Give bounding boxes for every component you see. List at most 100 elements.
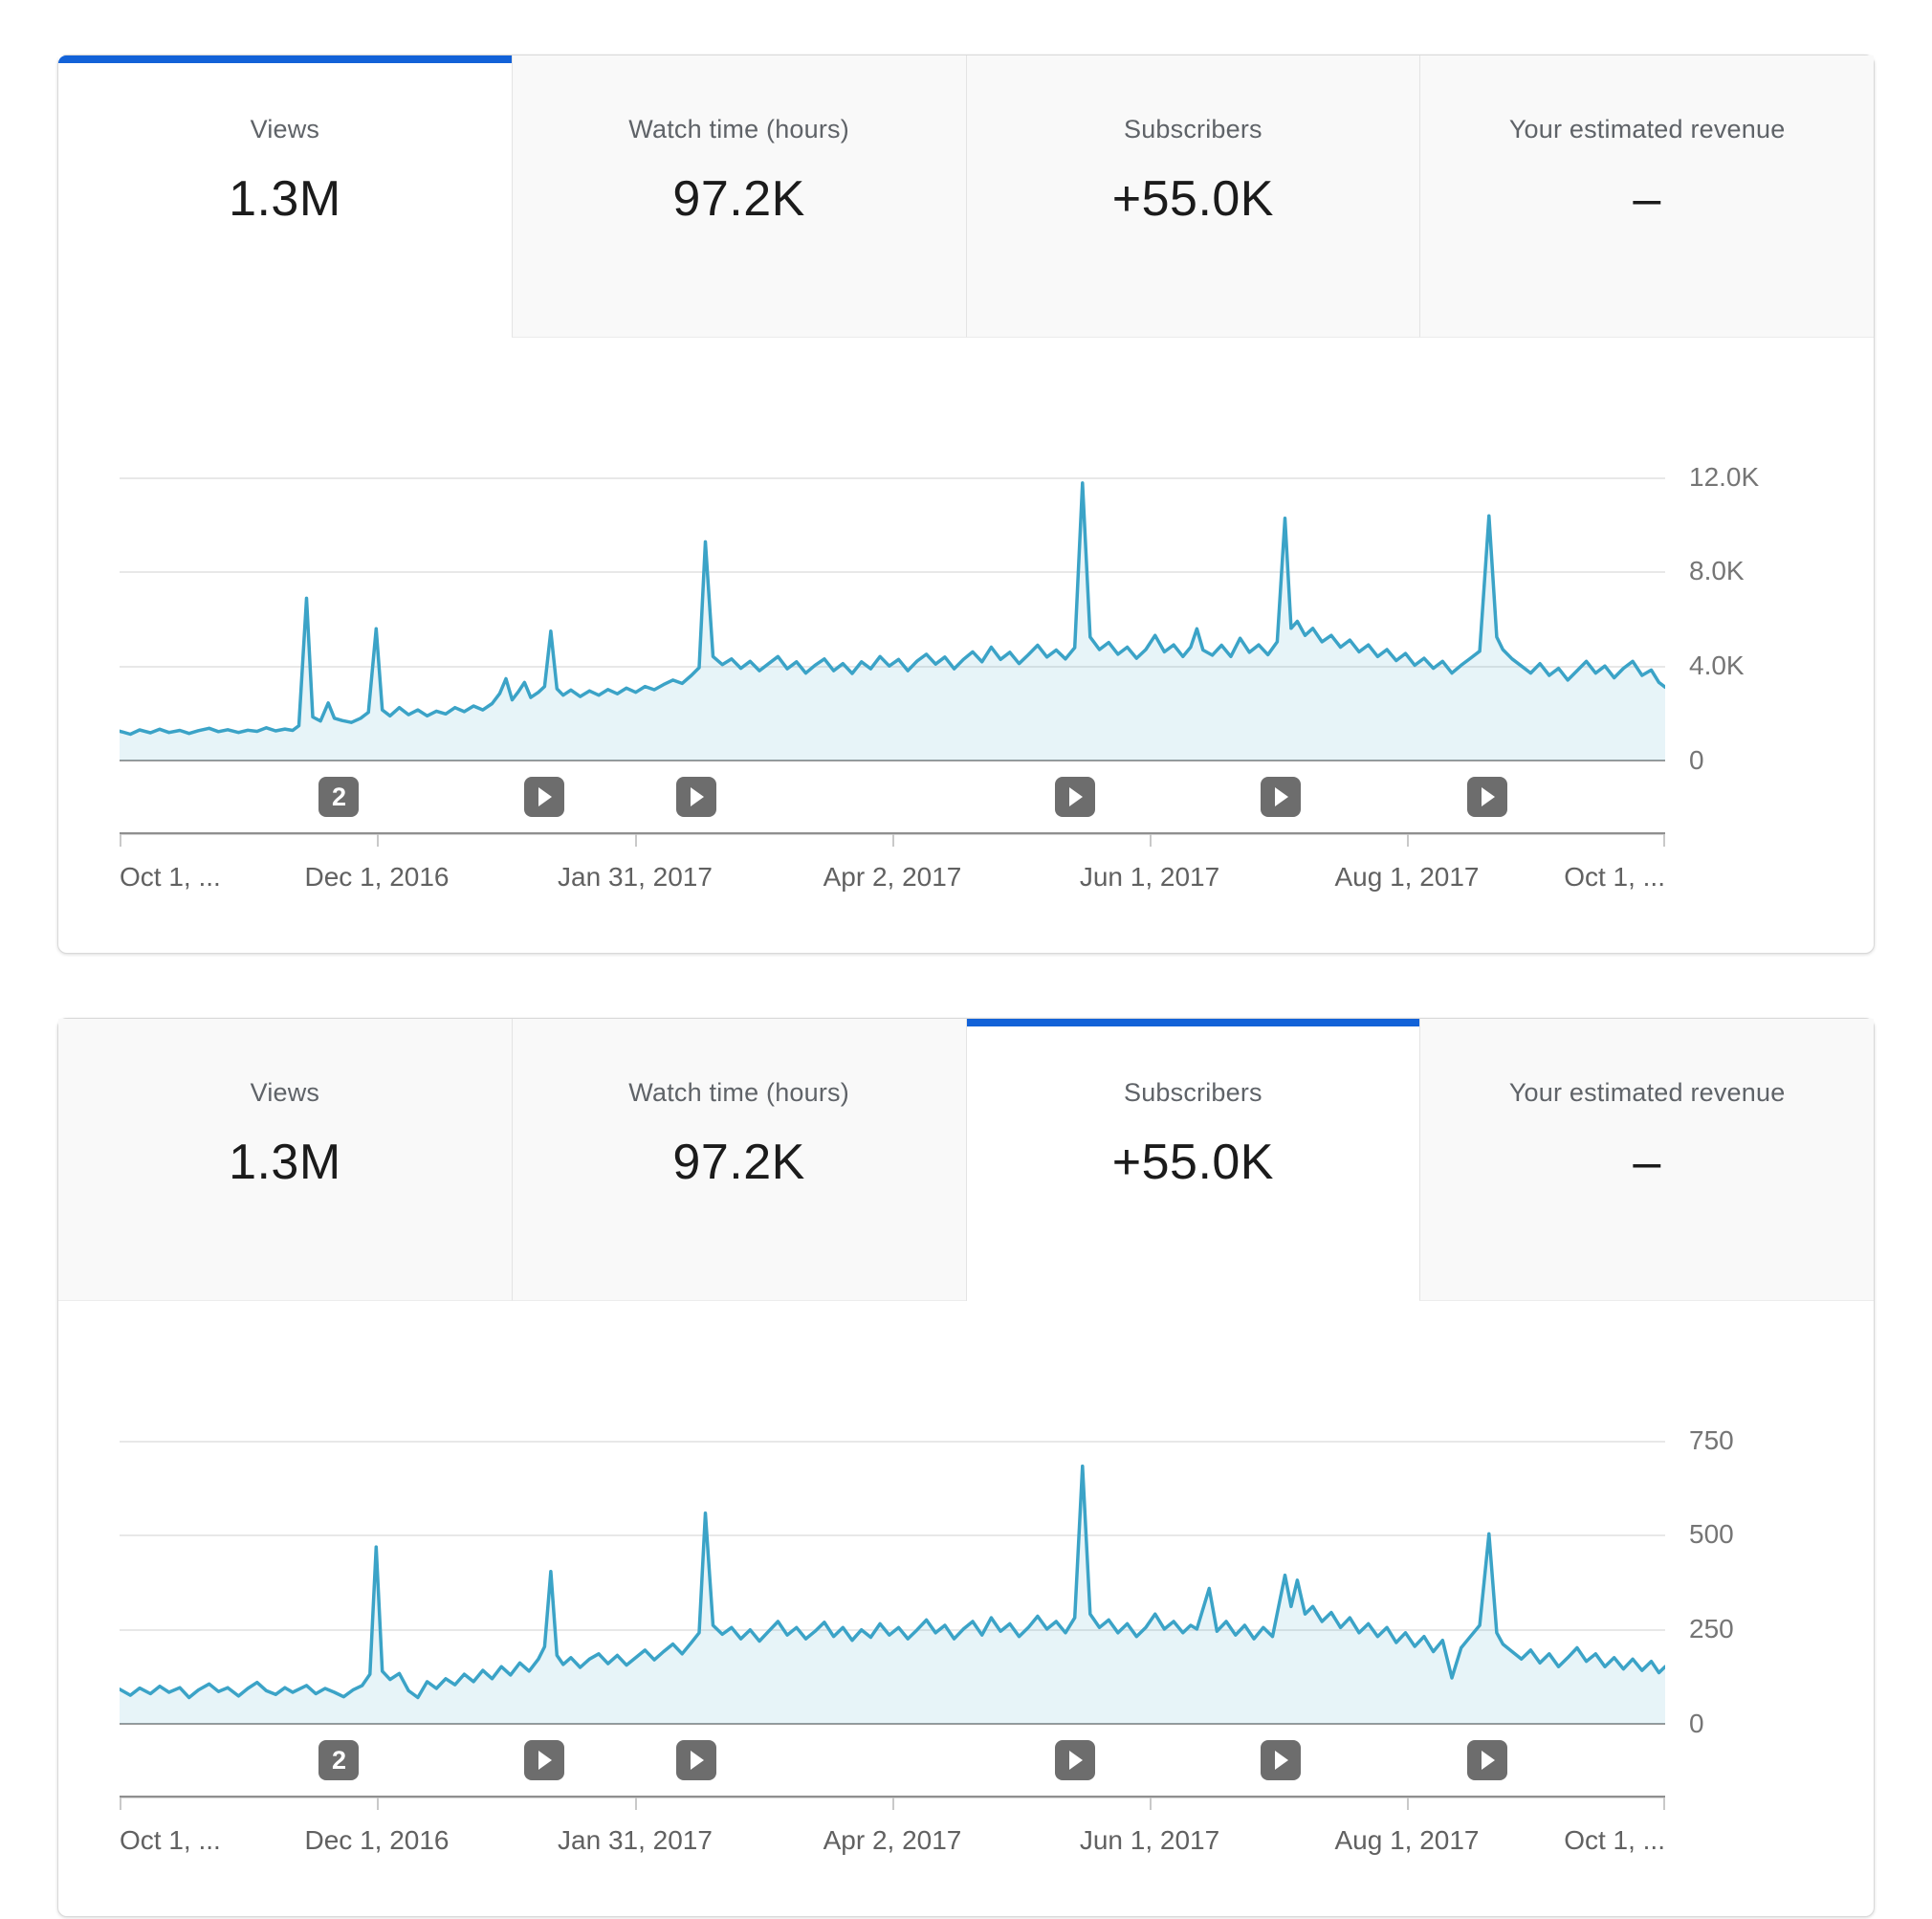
- tab-label: Subscribers: [1123, 1078, 1262, 1107]
- tab-value: 97.2K: [672, 1135, 805, 1190]
- x-axis-tick: [120, 834, 121, 847]
- x-axis-tick: [1663, 1798, 1665, 1810]
- tab-value: +55.0K: [1111, 171, 1274, 227]
- tab-views[interactable]: Views 1.3M: [58, 55, 512, 338]
- tab-subscribers[interactable]: Subscribers +55.0K: [965, 55, 1420, 338]
- metric-tabbar: Views 1.3M Watch time (hours) 97.2K Subs…: [58, 55, 1874, 338]
- play-icon: [1068, 787, 1083, 806]
- tab-value: –: [1633, 171, 1661, 227]
- x-axis-label: Jun 1, 2017: [1079, 862, 1220, 892]
- tab-value: –: [1633, 1135, 1661, 1190]
- tab-label: Views: [250, 1078, 320, 1107]
- x-axis-label: Oct 1, ...: [1564, 862, 1665, 892]
- tab-subscribers[interactable]: Subscribers +55.0K: [965, 1019, 1420, 1301]
- views-area-chart[interactable]: [120, 381, 1665, 761]
- x-axis-line: [120, 760, 1665, 761]
- gridline: [120, 1629, 1665, 1631]
- x-axis-tick: [892, 834, 894, 847]
- y-axis-tick-label: 4.0K: [1689, 651, 1745, 680]
- play-icon: [538, 1751, 553, 1770]
- x-axis-tick: [1407, 1798, 1409, 1810]
- tab-label: Subscribers: [1123, 115, 1262, 143]
- selected-tab-indicator: [58, 55, 512, 63]
- x-axis-label: Oct 1, ...: [120, 862, 221, 892]
- play-icon: [1274, 1751, 1288, 1770]
- play-icon: [1068, 1751, 1083, 1770]
- tab-value: 1.3M: [229, 1135, 341, 1190]
- video-count-label: 2: [331, 1745, 346, 1775]
- tab-estimated-revenue[interactable]: Your estimated revenue –: [1419, 55, 1874, 338]
- tab-watch-time[interactable]: Watch time (hours) 97.2K: [511, 1019, 966, 1301]
- subscribers-area-chart[interactable]: [120, 1344, 1665, 1724]
- video-marker-badge[interactable]: 2: [318, 777, 360, 817]
- tab-label: Your estimated revenue: [1508, 1078, 1786, 1107]
- gridline: [120, 571, 1665, 573]
- x-axis-tick: [120, 1798, 121, 1810]
- video-marker[interactable]: [1054, 777, 1095, 817]
- gridline: [120, 666, 1665, 668]
- play-icon: [1274, 787, 1288, 806]
- y-axis-tick-label: 8.0K: [1689, 556, 1745, 585]
- video-marker[interactable]: [1054, 1740, 1095, 1780]
- y-axis-tick-label: 250: [1689, 1614, 1734, 1643]
- x-axis-line: [120, 1723, 1665, 1725]
- metric-tabbar: Views 1.3M Watch time (hours) 97.2K Subs…: [58, 1019, 1874, 1301]
- x-axis-tick: [635, 1798, 637, 1810]
- x-axis-label: Apr 2, 2017: [823, 862, 962, 892]
- analytics-card-views: Views 1.3M Watch time (hours) 97.2K Subs…: [57, 55, 1875, 954]
- x-axis-label: Jun 1, 2017: [1079, 1825, 1220, 1855]
- y-axis-tick-label: 500: [1689, 1519, 1734, 1549]
- x-axis-label: Aug 1, 2017: [1334, 862, 1480, 892]
- video-marker[interactable]: [675, 777, 716, 817]
- x-axis-label: Aug 1, 2017: [1334, 1825, 1480, 1855]
- video-marker-badge[interactable]: 2: [318, 1740, 360, 1780]
- tab-estimated-revenue[interactable]: Your estimated revenue –: [1419, 1019, 1874, 1301]
- x-axis-label: Oct 1, ...: [1564, 1825, 1665, 1855]
- x-axis-tick: [1150, 1798, 1152, 1810]
- play-icon: [538, 787, 553, 806]
- tab-value: +55.0K: [1111, 1135, 1274, 1190]
- video-marker[interactable]: [1260, 1740, 1301, 1780]
- x-axis-label: Jan 31, 2017: [558, 862, 713, 892]
- x-axis-label: Dec 1, 2016: [304, 1825, 450, 1855]
- video-marker[interactable]: [1467, 1740, 1508, 1780]
- video-marker[interactable]: [524, 1740, 565, 1780]
- x-axis-label: Apr 2, 2017: [823, 1825, 962, 1855]
- tab-value: 1.3M: [229, 171, 341, 227]
- video-marker[interactable]: [1467, 777, 1508, 817]
- x-axis-tick: [1407, 834, 1409, 847]
- x-axis-label: Oct 1, ...: [120, 1825, 221, 1855]
- tab-watch-time[interactable]: Watch time (hours) 97.2K: [511, 55, 966, 338]
- selected-tab-indicator: [966, 1019, 1420, 1026]
- video-marker[interactable]: [675, 1740, 716, 1780]
- x-axis-tick: [377, 1798, 379, 1810]
- play-icon: [1482, 1751, 1496, 1770]
- play-icon: [690, 1751, 704, 1770]
- gridline: [120, 1441, 1665, 1443]
- tab-label: Watch time (hours): [628, 1078, 849, 1107]
- y-axis-tick-label: 0: [1689, 745, 1704, 775]
- tab-value: 97.2K: [672, 171, 805, 227]
- x-axis-label: Jan 31, 2017: [558, 1825, 713, 1855]
- x-axis-tick: [377, 834, 379, 847]
- x-axis-tick: [1150, 834, 1152, 847]
- x-axis-tick: [635, 834, 637, 847]
- y-axis-tick-label: 12.0K: [1689, 462, 1760, 492]
- video-count-label: 2: [331, 782, 346, 811]
- tab-label: Views: [250, 115, 320, 143]
- y-axis-tick-label: 0: [1689, 1709, 1704, 1738]
- gridline: [120, 1534, 1665, 1536]
- video-marker[interactable]: [1260, 777, 1301, 817]
- x-axis-tick: [892, 1798, 894, 1810]
- x-axis-label: Dec 1, 2016: [304, 862, 450, 892]
- analytics-card-subscribers: Views 1.3M Watch time (hours) 97.2K Subs…: [57, 1018, 1875, 1917]
- play-icon: [690, 787, 704, 806]
- gridline: [120, 477, 1665, 479]
- tab-label: Watch time (hours): [628, 115, 849, 143]
- y-axis-tick-label: 750: [1689, 1425, 1734, 1455]
- x-axis-tick: [1663, 834, 1665, 847]
- video-marker[interactable]: [524, 777, 565, 817]
- tab-views[interactable]: Views 1.3M: [58, 1019, 512, 1301]
- play-icon: [1482, 787, 1496, 806]
